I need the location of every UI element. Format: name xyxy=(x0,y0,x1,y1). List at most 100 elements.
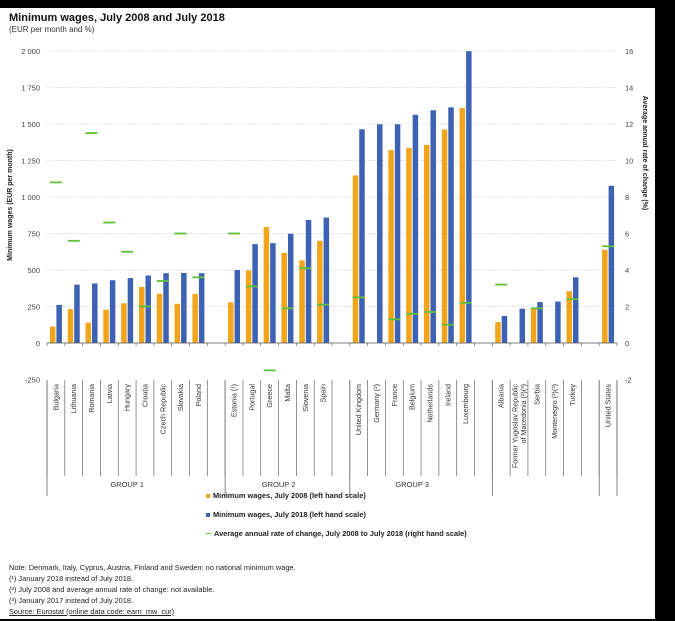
category-label: Croatia xyxy=(140,384,149,407)
note-text: Note: Denmark, Italy, Cyprus, Austria, F… xyxy=(9,563,296,572)
category-label: Estonia (¹) xyxy=(230,384,239,417)
bar-2018 xyxy=(537,302,543,343)
category-label: Slovakia xyxy=(176,384,185,411)
y-axis-right-label: Average annual rate of change (%) xyxy=(641,96,648,211)
category-label: Poland xyxy=(194,384,203,406)
bar-2008 xyxy=(388,150,394,343)
y-tick-label-right: 0 xyxy=(625,339,629,348)
bar-2018 xyxy=(394,124,401,344)
category-label: Turkey xyxy=(568,384,577,406)
category-label: Latvia xyxy=(105,384,114,403)
category-label: Former Yugoslav Republic xyxy=(510,384,519,469)
bar-2018 xyxy=(359,129,365,343)
group-label: GROUP 1 xyxy=(110,480,144,489)
category-label: Lithuania xyxy=(69,384,78,413)
category-label: Bulgaria xyxy=(51,384,60,410)
legend-item-2018: Minimum wages, July 2018 (left hand scal… xyxy=(206,510,366,519)
legend-item-2008: Minimum wages, July 2008 (left hand scal… xyxy=(206,491,366,500)
category-label: France xyxy=(390,384,399,406)
bar-2018 xyxy=(234,270,241,343)
category-label: Serbia xyxy=(532,384,541,405)
bar-2008 xyxy=(299,260,305,343)
legend-swatch-2008 xyxy=(206,493,210,498)
bar-2008 xyxy=(495,322,501,343)
bar-2008 xyxy=(441,129,448,343)
bar-2008 xyxy=(49,326,56,343)
category-label: United Kingdom xyxy=(354,384,363,435)
y-tick-label-left: 750 xyxy=(27,230,40,239)
y-tick-label-right: 4 xyxy=(625,266,629,275)
bar-2008 xyxy=(174,303,181,343)
bar-2018 xyxy=(109,280,116,343)
category-label: Spain xyxy=(319,384,328,402)
bar-2018 xyxy=(430,110,436,343)
bar-2018 xyxy=(555,301,561,343)
bar-2008 xyxy=(121,303,127,343)
category-label: Czech Republic xyxy=(158,384,167,435)
category-label: United States xyxy=(604,384,613,428)
bar-2018 xyxy=(572,277,579,343)
bar-2008 xyxy=(67,309,74,343)
y-tick-label-right: 8 xyxy=(625,193,629,202)
category-label: Malta xyxy=(283,384,292,402)
bar-2018 xyxy=(163,273,169,343)
bar-2008 xyxy=(245,270,252,343)
group-label: GROUP 2 xyxy=(262,480,296,489)
category-label: of Macedonia (²)(³) xyxy=(519,384,528,444)
category-label: Slovenia xyxy=(301,384,310,412)
category-label: Luxembourg xyxy=(461,384,470,424)
bar-2008 xyxy=(192,293,198,343)
bar-2008 xyxy=(423,144,430,343)
bar-2018 xyxy=(323,217,330,343)
bar-2008 xyxy=(459,107,466,343)
bar-2018 xyxy=(145,275,151,343)
bar-2018 xyxy=(270,243,276,343)
bar-2018 xyxy=(92,283,98,343)
chart-panel: Minimum wages, July 2008 and July 2018 (… xyxy=(0,8,655,619)
bar-2008 xyxy=(156,293,163,343)
y-tick-label-left: 500 xyxy=(27,266,40,275)
bar-2018 xyxy=(608,185,615,343)
chart-subtitle: (EUR per month and %) xyxy=(9,25,95,34)
category-label: Germany (²) xyxy=(372,384,381,423)
category-label: Albania xyxy=(497,384,506,408)
bar-2008 xyxy=(263,227,270,343)
bar-2008 xyxy=(317,240,323,343)
bar-2018 xyxy=(448,107,454,343)
legend-label-2018: Minimum wages, July 2018 (left hand scal… xyxy=(213,510,366,519)
bar-2018 xyxy=(252,244,258,343)
footnote-2: (²) July 2008 and average annual rate of… xyxy=(9,585,215,594)
bar-2008 xyxy=(85,322,92,343)
chart-notes: Note: Denmark, Italy, Cyprus, Austria, F… xyxy=(9,562,296,617)
legend-swatch-2018 xyxy=(206,512,210,517)
legend-swatch-rate xyxy=(206,532,211,535)
bar-2018 xyxy=(501,315,508,343)
source-text: Source: Eurostat (online data code: earn… xyxy=(9,607,175,616)
bar-2008 xyxy=(228,302,234,343)
category-label: Montenegro (²)(³) xyxy=(550,384,559,439)
y-tick-label-left: 1 750 xyxy=(21,84,40,93)
chart-plot: Minimum wages (EUR per month) Average an… xyxy=(7,47,648,496)
bar-2018 xyxy=(412,114,419,343)
bar-2008 xyxy=(281,252,287,343)
bar-2018 xyxy=(56,304,62,343)
bar-2008 xyxy=(103,309,109,343)
y-tick-label-right: 2 xyxy=(625,303,629,312)
bar-2018 xyxy=(519,308,526,343)
bar-2018 xyxy=(466,51,472,344)
bar-2018 xyxy=(287,233,294,343)
category-label: Portugal xyxy=(247,384,256,411)
bar-2018 xyxy=(305,219,312,343)
category-label: Netherlands xyxy=(425,384,434,423)
bar-2018 xyxy=(181,272,187,343)
legend-label-2008: Minimum wages, July 2008 (left hand scal… xyxy=(213,491,366,500)
y-tick-label-right: 16 xyxy=(625,47,633,56)
y-tick-label-left: 1 250 xyxy=(21,157,40,166)
bar-2008 xyxy=(530,308,537,343)
bar-2008 xyxy=(406,147,412,343)
footnote-1: (¹) January 2018 instead of July 2018. xyxy=(9,574,134,583)
y-tick-label-left: 250 xyxy=(27,303,40,312)
y-tick-label-right: 12 xyxy=(625,120,633,129)
y-tick-label-right: 14 xyxy=(625,84,633,93)
y-tick-label-left: 0 xyxy=(36,339,40,348)
